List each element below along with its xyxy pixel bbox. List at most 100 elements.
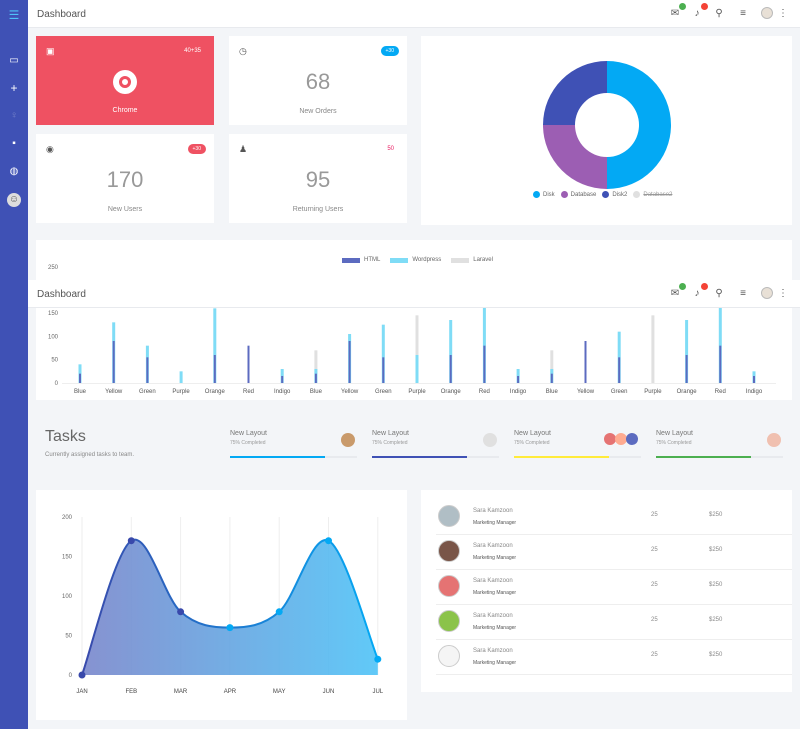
list-item[interactable]: Sara Kamzoon Marketing Manager 25 $250 — [436, 500, 792, 535]
bar-wordpress[interactable] — [179, 371, 183, 383]
list-item[interactable]: Sara Kamzoon Marketing Manager 25 $250 — [436, 535, 792, 570]
top-bar-overlay: Dashboard ✉ ♪ ⚲ ≡ ⋮ — [28, 280, 800, 308]
inbox-icon[interactable]: ▭ — [9, 55, 19, 66]
task-item[interactable]: New Layout 75% Completed — [514, 430, 641, 458]
y-tick-label: 250 — [48, 265, 59, 271]
donut-slice-disk[interactable] — [607, 61, 671, 189]
avatar — [483, 433, 497, 447]
bar-html[interactable] — [281, 376, 284, 383]
bar-wordpress[interactable] — [213, 308, 217, 383]
bar-wordpress[interactable] — [617, 331, 621, 383]
more-icon[interactable]: ⋮ — [778, 288, 788, 299]
user-group-icon: ♟ — [239, 144, 248, 154]
bulb-icon[interactable]: ♀ — [10, 110, 18, 121]
stat-label: New Users — [107, 206, 143, 213]
bar-laravel[interactable] — [550, 350, 554, 383]
bar-wordpress[interactable] — [449, 320, 453, 383]
legend-database2[interactable]: Database2 — [643, 191, 673, 198]
bell-badge — [701, 3, 708, 10]
avatar — [438, 610, 460, 632]
more-icon[interactable]: ⋮ — [778, 8, 788, 19]
donut-slice-disk2[interactable] — [543, 61, 607, 126]
legend-swatch — [342, 257, 360, 263]
person-role: Marketing Manager — [473, 625, 517, 631]
data-point[interactable] — [226, 624, 234, 632]
bar-html[interactable] — [247, 345, 250, 383]
data-point[interactable] — [374, 655, 382, 663]
x-tick-label: Purple — [644, 389, 662, 395]
search-icon[interactable]: ⚲ — [715, 288, 723, 299]
bar-html[interactable] — [314, 373, 317, 383]
bar-html[interactable] — [146, 357, 149, 383]
bar-wordpress[interactable] — [718, 303, 722, 383]
legend-html[interactable]: HTML — [364, 257, 381, 263]
task-progress-fill — [372, 456, 468, 458]
data-point[interactable] — [177, 608, 185, 616]
legend-database[interactable]: Database — [570, 191, 597, 198]
task-item[interactable]: New Layout 75% Completed — [656, 430, 783, 458]
mail-icon[interactable]: ✉ — [668, 3, 686, 21]
list-icon[interactable]: ≡ — [740, 8, 746, 19]
bar-html[interactable] — [550, 373, 553, 383]
donut-slice-database[interactable] — [543, 125, 607, 189]
bell-icon[interactable]: ♪ — [690, 283, 708, 301]
search-icon[interactable]: ⚲ — [715, 8, 723, 19]
bar-html[interactable] — [112, 341, 115, 383]
list-item[interactable]: Sara Kamzoon Marketing Manager 25 $250 — [436, 570, 792, 605]
stat-badge: +30 — [187, 144, 206, 154]
add-icon[interactable]: + — [10, 81, 18, 95]
x-tick-label: FEB — [125, 689, 137, 695]
bar-laravel[interactable] — [651, 315, 655, 383]
list-icon[interactable]: ≡ — [740, 288, 746, 299]
user-avatar[interactable] — [761, 287, 773, 299]
hamburger-menu-icon[interactable]: ☰ — [8, 8, 20, 22]
data-point[interactable] — [78, 671, 86, 679]
person-price: $250 — [709, 547, 723, 553]
legend-disk2[interactable]: Disk2 — [612, 191, 628, 198]
bar-html[interactable] — [382, 357, 385, 383]
bar-html[interactable] — [517, 376, 520, 383]
bar-html[interactable] — [685, 355, 688, 383]
person-price: $250 — [709, 512, 723, 518]
data-point[interactable] — [127, 537, 135, 545]
list-item[interactable]: Sara Kamzoon Marketing Manager 25 $250 — [436, 640, 792, 675]
bar-html[interactable] — [213, 355, 216, 383]
y-tick-label: 0 — [69, 673, 73, 679]
data-point[interactable] — [275, 608, 283, 616]
bar-wordpress[interactable] — [415, 355, 419, 383]
bar-html[interactable] — [618, 357, 621, 383]
legend-wordpress[interactable]: Wordpress — [412, 257, 442, 263]
apps-icon[interactable]: ◍ — [9, 166, 19, 177]
bar-html[interactable] — [348, 341, 351, 383]
bar-html[interactable] — [483, 345, 486, 383]
bell-badge — [701, 283, 708, 290]
mail-icon[interactable]: ✉ — [668, 283, 686, 301]
bar-wordpress[interactable] — [685, 320, 689, 383]
y-tick-label: 150 — [62, 555, 73, 561]
task-progress — [514, 456, 641, 458]
page-title: Dashboard — [37, 289, 86, 300]
bar-wordpress[interactable] — [381, 324, 385, 383]
chat-icon[interactable]: ▪ — [12, 138, 16, 149]
bell-icon[interactable]: ♪ — [690, 3, 708, 21]
bar-laravel[interactable] — [314, 350, 318, 383]
sidebar: ☰ ▭ + ♀ ▪ ◍ ☺ — [0, 0, 28, 729]
bar-html[interactable] — [753, 376, 755, 383]
task-progress-fill — [514, 456, 610, 458]
legend-disk[interactable]: Disk — [543, 191, 555, 198]
bar-wordpress[interactable] — [482, 301, 486, 383]
bar-html[interactable] — [79, 373, 81, 383]
y-tick-label: 0 — [55, 381, 59, 387]
bar-html[interactable] — [719, 345, 722, 383]
task-progress — [656, 456, 783, 458]
bar-html[interactable] — [584, 341, 587, 383]
list-item[interactable]: Sara Kamzoon Marketing Manager 25 $250 — [436, 605, 792, 640]
profile-avatar[interactable]: ☺ — [7, 193, 21, 207]
data-point[interactable] — [325, 537, 332, 545]
user-avatar[interactable] — [761, 7, 773, 19]
legend-laravel[interactable]: Laravel — [473, 257, 493, 263]
bar-html[interactable] — [449, 355, 452, 383]
task-item[interactable]: New Layout 75% Completed — [372, 430, 499, 458]
bar-laravel[interactable] — [415, 315, 419, 383]
task-item[interactable]: New Layout 75% Completed — [230, 430, 357, 458]
